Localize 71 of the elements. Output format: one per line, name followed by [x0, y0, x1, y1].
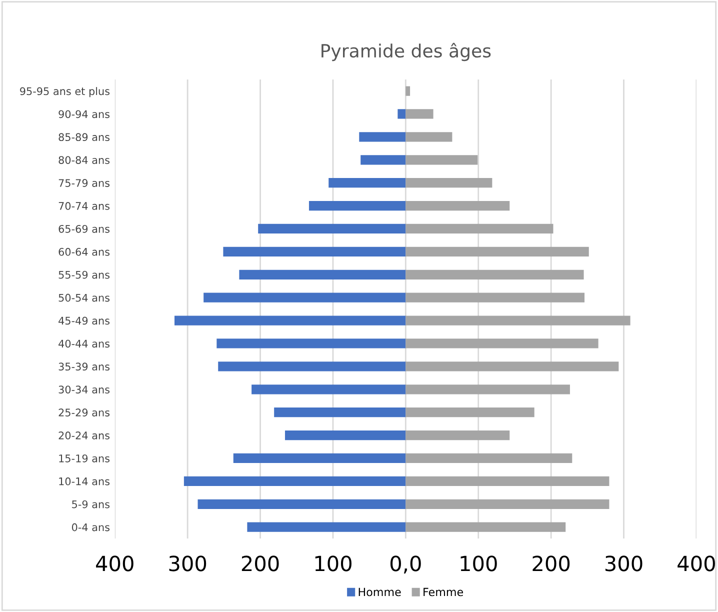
- bar: [406, 522, 566, 532]
- chart-title: Pyramide des âges: [322, 42, 491, 62]
- y-tick-label: 5-9 ans: [72, 500, 110, 508]
- x-tick-label: 300: [169, 556, 206, 572]
- legend-label: Homme: [358, 588, 401, 596]
- bar: [239, 270, 406, 280]
- bar: [174, 316, 406, 326]
- bar: [274, 408, 406, 418]
- bar: [406, 86, 410, 96]
- x-tick-label: 100: [460, 556, 497, 572]
- x-tick-label: 400: [96, 556, 134, 572]
- y-tick-label: 10-14 ans: [59, 477, 110, 486]
- y-tick-label: 50-54 ans: [58, 294, 110, 302]
- x-tick-label: 400: [678, 556, 715, 572]
- bar: [218, 362, 406, 372]
- x-tick-label: 100: [315, 556, 352, 572]
- bar: [360, 155, 406, 165]
- bar: [284, 430, 406, 440]
- bar: [406, 430, 510, 440]
- bar: [406, 499, 610, 509]
- bar: [406, 476, 610, 486]
- bar: [406, 224, 554, 234]
- y-tick-label: 0-4 ans: [72, 523, 110, 532]
- y-tick-label: 25-29 ans: [58, 408, 110, 416]
- bar: [406, 408, 534, 418]
- bar: [406, 270, 584, 280]
- bar: [406, 155, 478, 165]
- x-tick-label: 300: [605, 556, 642, 572]
- y-tick-label: 85-89 ans: [58, 133, 110, 142]
- bar: [359, 132, 406, 142]
- bar: [406, 246, 589, 257]
- bar: [252, 384, 406, 394]
- bar: [406, 109, 434, 119]
- y-tick-label: 80-84 ans: [58, 156, 110, 164]
- bar: [216, 338, 406, 348]
- bar: [308, 200, 406, 211]
- bar: [247, 522, 406, 532]
- x-tick-label: 200: [532, 556, 570, 572]
- y-tick-label: 70-74 ans: [58, 202, 110, 210]
- y-tick-label: 90-94 ans: [58, 110, 110, 118]
- bar: [406, 384, 570, 394]
- bar: [406, 200, 510, 211]
- y-tick-label: 40-44 ans: [58, 340, 110, 348]
- x-tick-label: 200: [242, 556, 279, 572]
- bar: [204, 292, 406, 302]
- bar: [406, 292, 585, 302]
- legend-label: Femme: [424, 588, 463, 596]
- bar: [398, 109, 406, 119]
- x-tick-label: 0,0: [390, 556, 421, 574]
- y-tick-label: 15-19 ans: [59, 454, 110, 462]
- bar: [406, 453, 572, 464]
- y-tick-label: 65-69 ans: [58, 224, 110, 233]
- bar: [406, 132, 452, 142]
- y-tick-label: 60-64 ans: [58, 248, 110, 256]
- bar: [258, 224, 406, 234]
- bar: [406, 338, 598, 348]
- y-tick-label: 45-49 ans: [58, 316, 110, 325]
- bar: [223, 246, 406, 257]
- bar: [406, 178, 492, 188]
- bar: [406, 362, 619, 372]
- bar: [233, 453, 406, 464]
- y-tick-label: 75-79 ans: [58, 179, 110, 187]
- bar: [406, 316, 630, 326]
- y-tick-label: 95-95 ans et plus: [20, 87, 110, 98]
- y-tick-label: 55-59 ans: [58, 270, 110, 279]
- y-tick-label: 30-34 ans: [58, 386, 110, 394]
- bar: [328, 178, 406, 188]
- bar: [184, 476, 406, 486]
- y-tick-label: 35-39 ans: [58, 362, 110, 371]
- bar: [198, 499, 406, 509]
- y-tick-label: 20-24 ans: [58, 432, 110, 440]
